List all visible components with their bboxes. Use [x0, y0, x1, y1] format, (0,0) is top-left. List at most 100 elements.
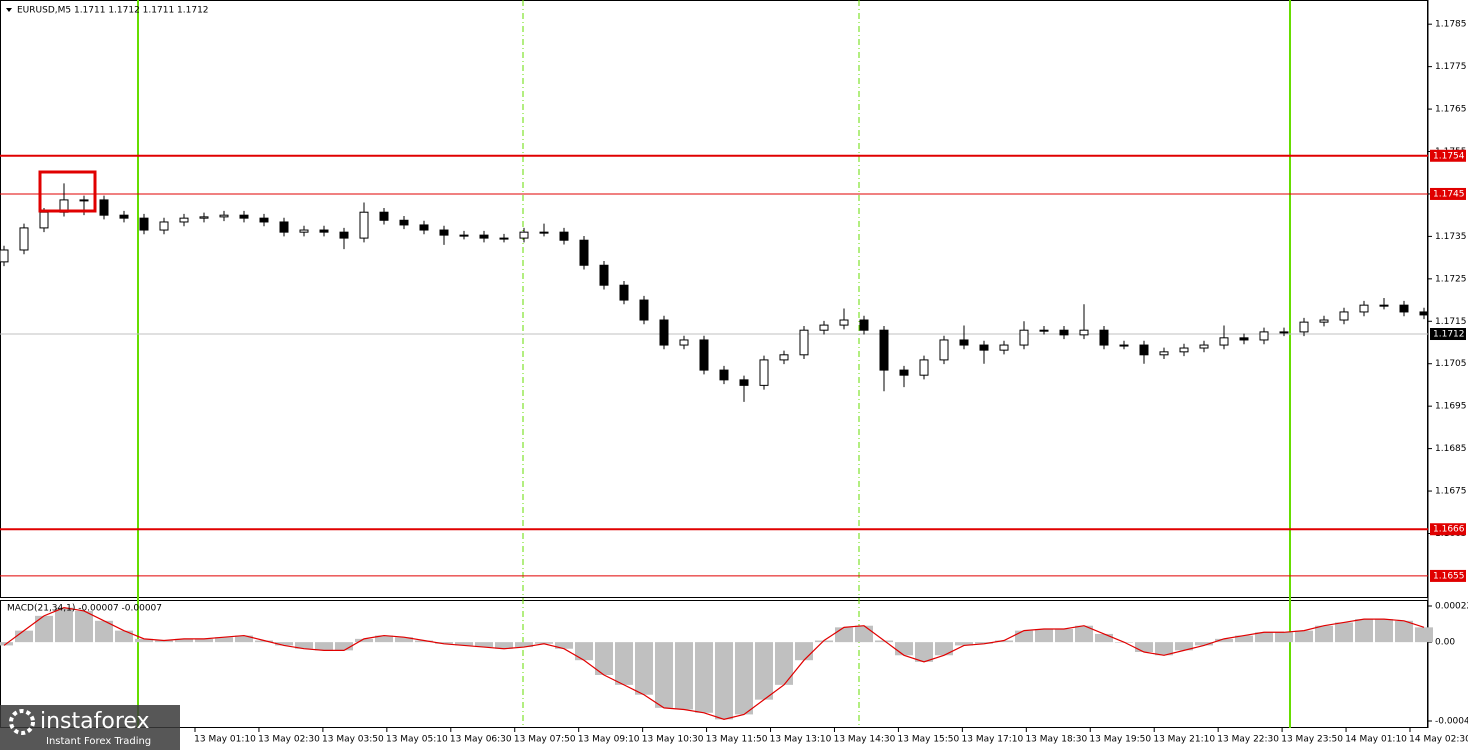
- candle-body: [1399, 304, 1409, 313]
- candle-body: [1179, 347, 1189, 353]
- macd-bar: [455, 642, 473, 646]
- macd-bar: [335, 642, 353, 651]
- candle-body: [379, 211, 389, 221]
- macd-bar: [995, 640, 1013, 643]
- macd-bar: [1175, 642, 1193, 651]
- candle-body: [239, 214, 249, 219]
- macd-bar: [1135, 642, 1153, 652]
- macd-bar: [635, 642, 653, 695]
- x-tick-label: 13 May 21:10: [1153, 735, 1215, 745]
- macd-bar: [1355, 619, 1373, 643]
- candle-body: [119, 214, 129, 219]
- candle-body: [139, 217, 149, 231]
- macd-bar: [515, 642, 533, 648]
- x-tick-label: 13 May 23:50: [1281, 735, 1343, 745]
- level-tag: [1430, 149, 1466, 162]
- macd-bar: [315, 642, 333, 651]
- menu-arrow: [6, 8, 12, 12]
- candle-body: [959, 339, 969, 346]
- candle-body: [539, 231, 549, 234]
- macd-bar: [295, 642, 313, 649]
- candle-body: [459, 234, 469, 237]
- candle-body: [719, 369, 729, 381]
- candle-body: [1359, 304, 1369, 313]
- macd-bar: [615, 642, 633, 685]
- candle-body: [979, 344, 989, 351]
- macd-bar: [915, 642, 933, 662]
- macd-bar: [1315, 625, 1333, 643]
- macd-bar: [1055, 629, 1073, 643]
- watermark-logo: [9, 709, 35, 735]
- candle-body: [639, 299, 649, 321]
- x-tick-label: 13 May 17:10: [962, 735, 1024, 745]
- level-tag: [1430, 187, 1466, 200]
- x-tick-label: 13 May 03:50: [322, 735, 384, 745]
- candle-body: [39, 211, 49, 229]
- candle-body: [519, 231, 529, 239]
- candle-body: [939, 339, 949, 361]
- x-tick-label: 13 May 10:30: [642, 735, 704, 745]
- level-tag-label: 1.1745: [1433, 189, 1465, 199]
- macd-bar: [775, 642, 793, 685]
- macd-bar: [115, 630, 133, 643]
- candle-body: [1339, 311, 1349, 321]
- highlight-box: [38, 170, 97, 213]
- candle-body: [319, 229, 329, 233]
- level-tag-label: 1.1655: [1433, 571, 1465, 581]
- x-tick-label: 13 May 06:30: [450, 735, 512, 745]
- candle-body: [99, 199, 109, 216]
- macd-bar: [955, 642, 973, 646]
- candle-body: [219, 214, 229, 218]
- macd-bar: [395, 637, 413, 643]
- x-tick-label: 14 May 01:10: [1345, 735, 1407, 745]
- macd-bar: [435, 642, 453, 644]
- macd-bar: [555, 642, 573, 649]
- macd-bar: [235, 635, 253, 643]
- candle-body: [759, 359, 769, 386]
- y-tick-label: 1.1705: [1435, 359, 1467, 369]
- macd-bar: [935, 642, 953, 656]
- x-tick-label: 13 May 01:10: [194, 735, 256, 745]
- macd-bar: [1335, 622, 1353, 643]
- macd-bar: [1035, 629, 1053, 643]
- y-tick-label: 1.1785: [1435, 20, 1467, 30]
- candle-body: [299, 229, 309, 233]
- candle-body: [1079, 329, 1089, 336]
- candle-body: [799, 329, 809, 356]
- macd-bar: [75, 610, 93, 643]
- candle-body: [1019, 329, 1029, 346]
- candle-body: [79, 199, 89, 202]
- candle-body: [659, 319, 669, 346]
- x-tick-label: 13 May 11:50: [706, 735, 768, 745]
- macd-bar: [1275, 632, 1293, 643]
- candle-body: [1239, 337, 1249, 341]
- candle-body: [1159, 351, 1169, 356]
- macd-bar: [175, 638, 193, 643]
- candle-body: [899, 369, 909, 376]
- watermark-brand: instaforex: [40, 709, 150, 734]
- candle-body: [159, 221, 169, 231]
- macd-bar: [855, 625, 873, 643]
- candle-body: [699, 339, 709, 371]
- y-tick-label: 1.1685: [1435, 444, 1467, 454]
- candle-body: [359, 211, 369, 239]
- candle-body: [1219, 337, 1229, 346]
- level-tag: [1430, 569, 1466, 582]
- y-tick-label: 1.1775: [1435, 62, 1467, 72]
- candle-body: [779, 354, 789, 361]
- candle-body: [279, 221, 289, 233]
- x-tick-label: 13 May 15:50: [898, 735, 960, 745]
- macd-bar: [1015, 630, 1033, 643]
- macd-bar: [1195, 642, 1213, 646]
- x-tick-label: 13 May 18:30: [1025, 735, 1087, 745]
- candle-body: [199, 216, 209, 219]
- x-tick-label: 13 May 07:50: [514, 735, 576, 745]
- candle-body: [1039, 329, 1049, 332]
- candle-body: [0, 249, 9, 263]
- candle-body: [919, 359, 929, 376]
- level-tag: [1430, 523, 1466, 536]
- macd-bar: [495, 642, 513, 649]
- y-tick-label: 1.1715: [1435, 317, 1467, 327]
- watermark-tagline: Instant Forex Trading: [46, 736, 151, 747]
